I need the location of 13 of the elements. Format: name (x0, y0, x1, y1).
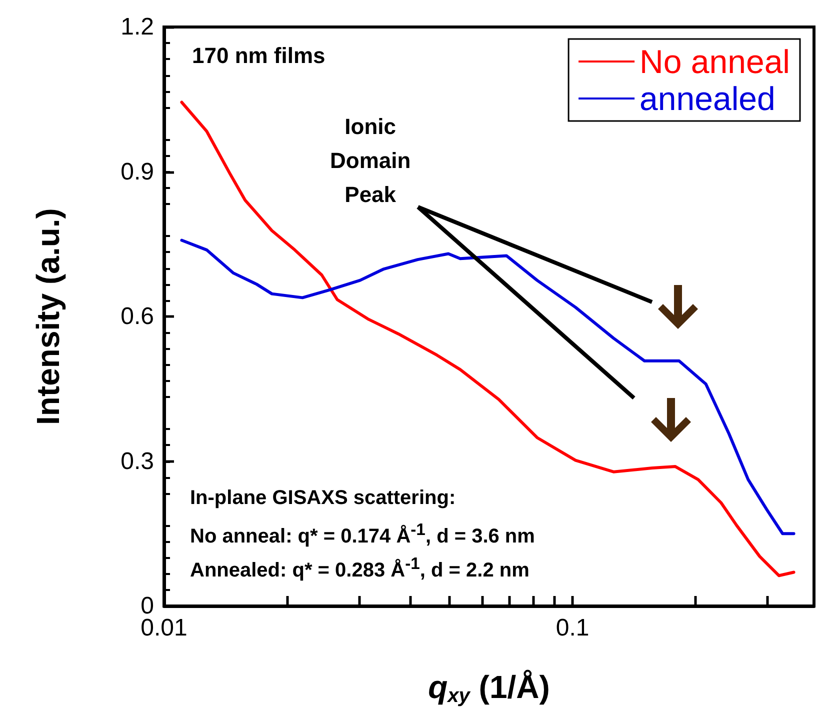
legend-label: annealed (640, 80, 776, 117)
annotation: Ionic Domain Peak (330, 113, 411, 210)
y-tick-label: 0.3 (120, 448, 154, 475)
annotation: No anneal: q* = 0.174 Å$^{-1}$, d = 3.6 nm (190, 519, 535, 550)
y-tick-label: 1.2 (120, 14, 154, 40)
y-tick-label: 0.9 (120, 158, 154, 186)
annotation: Annealed: q* = 0.283 Å$^{-1}$, d = 2.2 nm (190, 553, 530, 584)
y-tick-label: 0.6 (120, 303, 154, 330)
annotation: 170 nm films (192, 42, 326, 70)
legend-label: No anneal (640, 43, 790, 80)
y-axis-title: Intensity (a.u.) (30, 208, 66, 425)
annotation: In-plane GISAXS scattering: (190, 486, 456, 511)
x-tick-label: 0.1 (556, 614, 590, 642)
